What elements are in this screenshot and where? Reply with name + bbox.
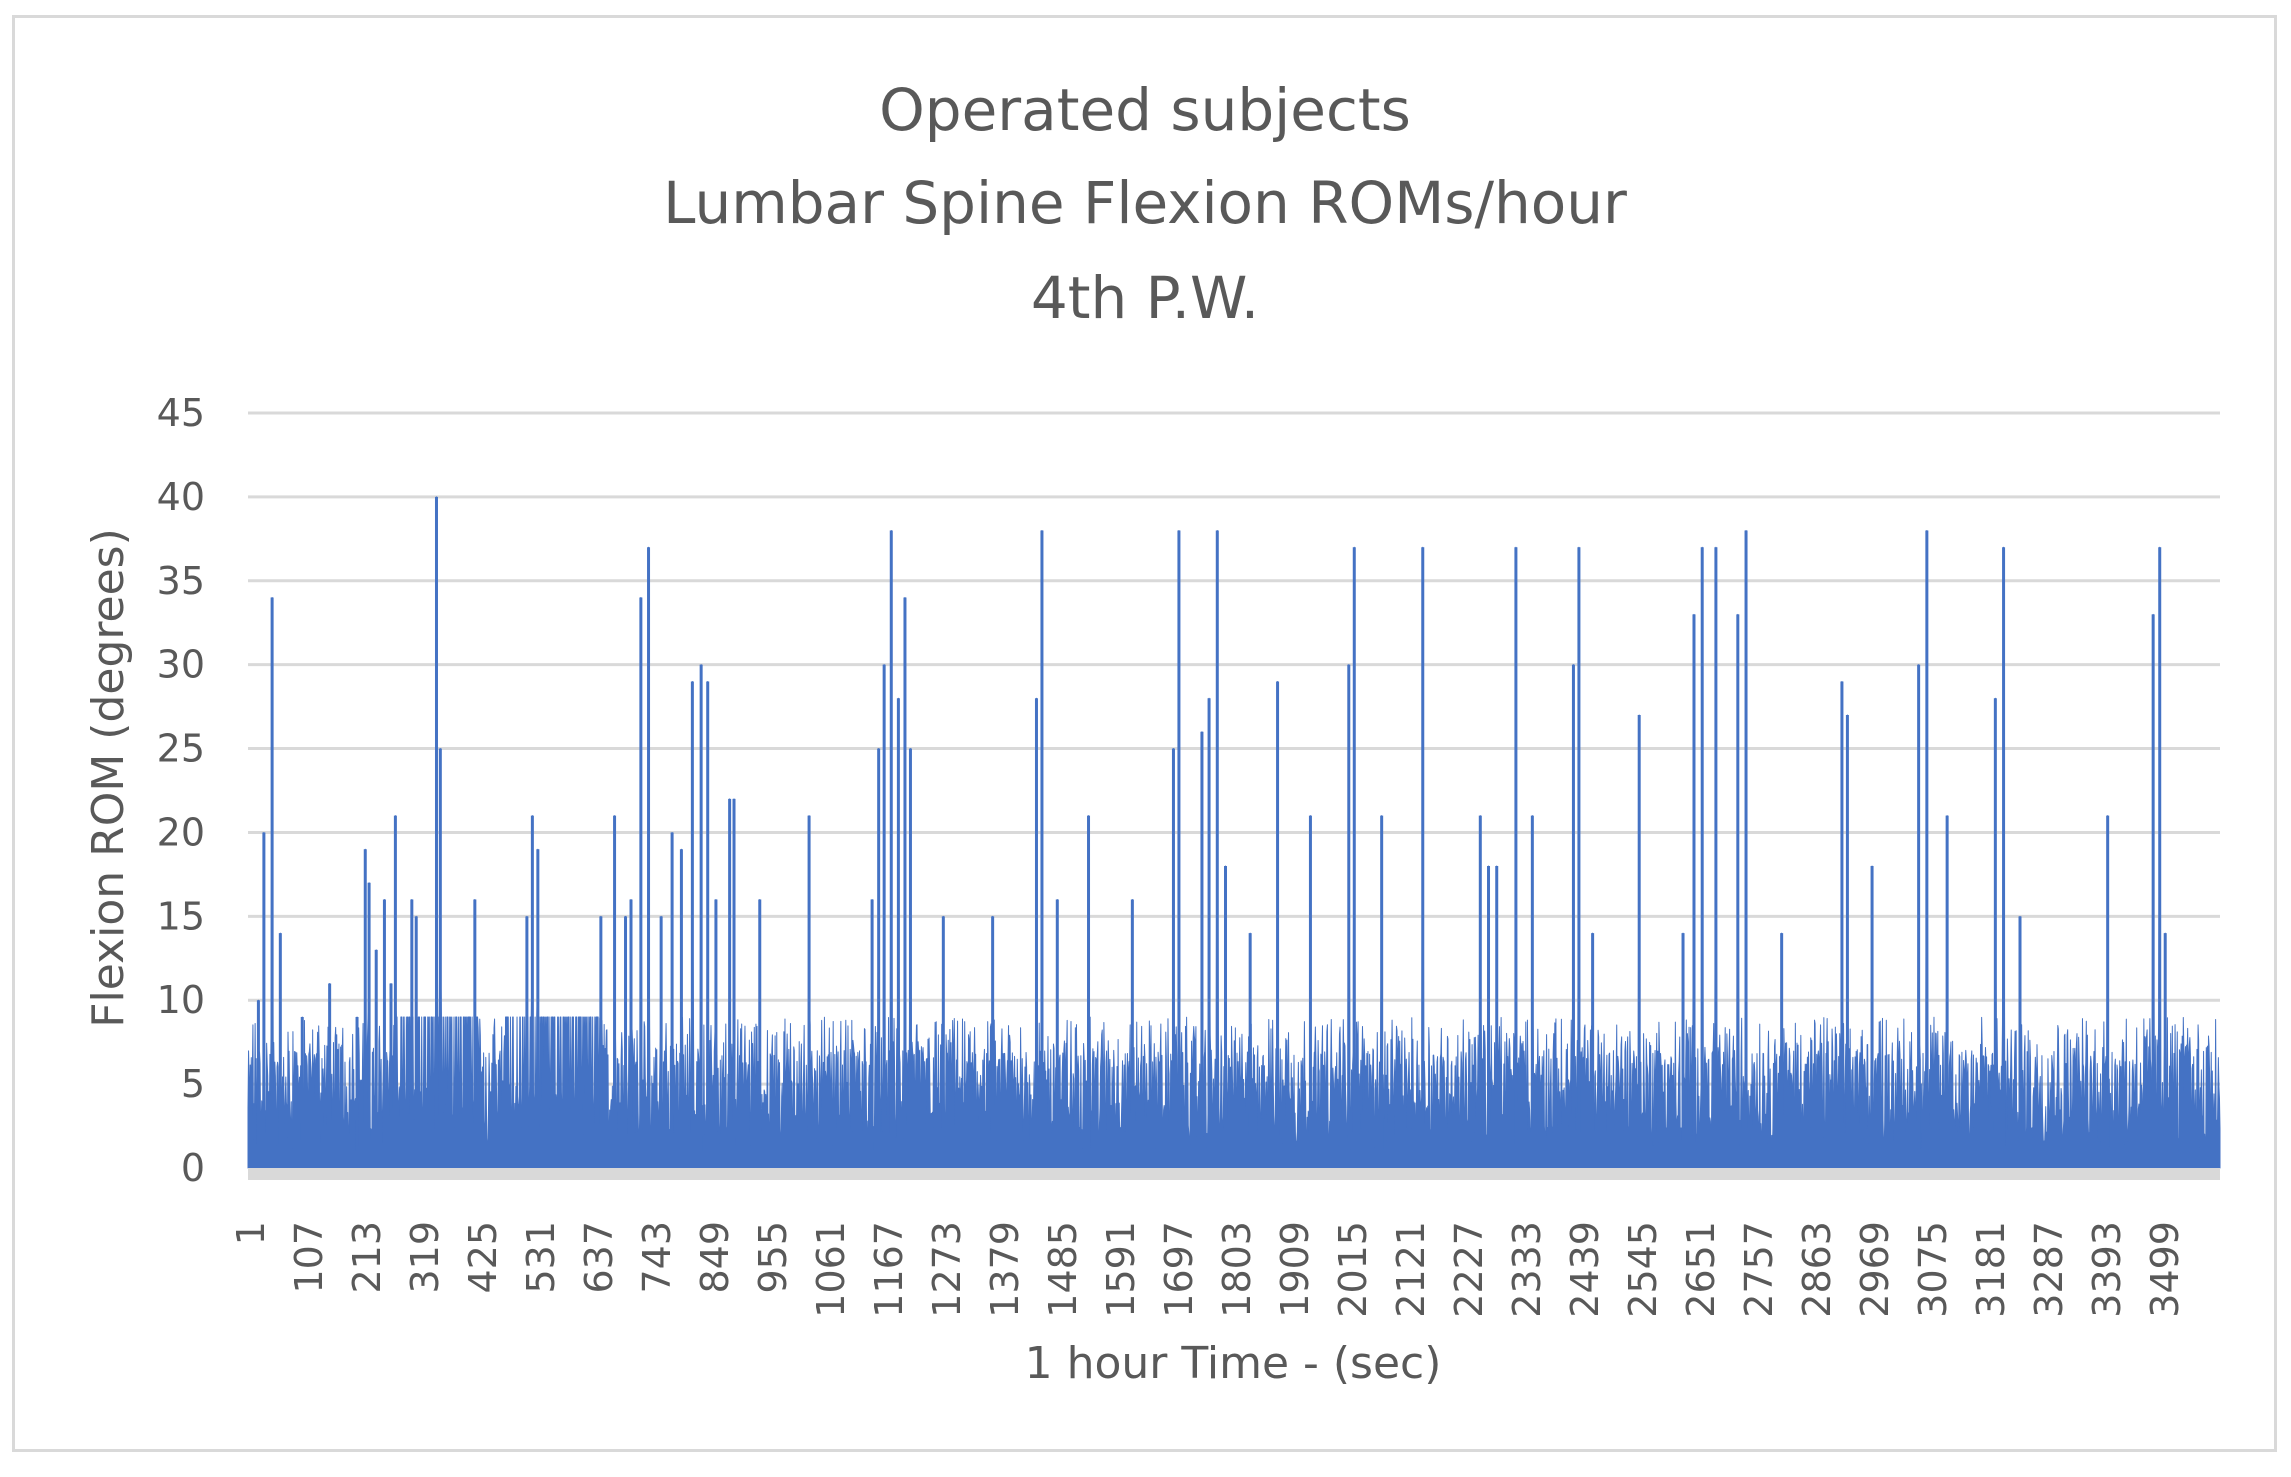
x-tick-label: 2651	[1679, 1221, 1723, 1318]
x-tick-label: 1167	[867, 1221, 911, 1318]
x-tick-label: 3287	[2027, 1221, 2071, 1318]
x-tick-label: 1379	[983, 1221, 1027, 1318]
y-axis-title: Flexion ROM (degrees)	[83, 528, 134, 1028]
x-tick-label: 107	[287, 1221, 331, 1294]
x-tick-label: 2545	[1621, 1221, 1665, 1318]
x-axis-band	[248, 1168, 2220, 1180]
x-tick-label: 3181	[1969, 1221, 2013, 1318]
y-tick-label: 25	[157, 727, 205, 771]
x-tick-label: 2757	[1737, 1221, 1781, 1318]
x-tick-label: 425	[461, 1221, 505, 1294]
y-tick-label: 30	[157, 643, 205, 687]
area-series	[247, 496, 2221, 1169]
y-tick-label: 5	[181, 1062, 205, 1106]
x-tick-label: 3075	[1911, 1221, 1955, 1318]
x-tick-label: 637	[577, 1221, 621, 1294]
x-axis-title: 1 hour Time - (sec)	[1025, 1338, 1442, 1389]
x-tick-label: 955	[751, 1221, 795, 1294]
x-tick-label: 1591	[1099, 1221, 1143, 1318]
y-tick-label: 40	[157, 475, 205, 519]
chart-frame: Operated subjects Lumbar Spine Flexion RO…	[12, 15, 2277, 1452]
x-tick-label: 1485	[1041, 1221, 1085, 1318]
x-tick-label: 2121	[1389, 1221, 1433, 1318]
y-tick-label: 10	[157, 978, 205, 1022]
x-tick-label: 743	[635, 1221, 679, 1294]
y-tick-label: 35	[157, 559, 205, 603]
x-tick-label: 2333	[1505, 1221, 1549, 1318]
y-tick-label: 20	[157, 810, 205, 854]
x-axis-line	[248, 1168, 2220, 1180]
x-tick-label: 319	[403, 1221, 447, 1294]
series-flexion-rom	[247, 496, 2221, 1169]
x-tick-label: 1909	[1273, 1221, 1317, 1318]
x-tick-label: 2015	[1331, 1221, 1375, 1318]
x-tick-label: 3499	[2143, 1221, 2187, 1318]
x-axis-ticks: 1 107 213 319 425 531 637 743 849 955 1061 1167 1273…	[229, 1221, 2187, 1318]
gridlines	[248, 411, 2220, 1086]
chart-svg: Operated subjects Lumbar Spine Flexion RO…	[83, 76, 2221, 1389]
x-tick-label: 1061	[809, 1221, 853, 1318]
y-tick-label: 0	[181, 1146, 205, 1190]
y-tick-label: 45	[157, 391, 205, 435]
x-tick-label: 531	[519, 1221, 563, 1294]
x-tick-label: 2227	[1447, 1221, 1491, 1318]
x-tick-label: 2969	[1853, 1221, 1897, 1318]
y-tick-label: 15	[157, 894, 205, 938]
chart-title: Operated subjects Lumbar Spine Flexion RO…	[663, 76, 1627, 332]
x-tick-label: 1697	[1157, 1221, 1201, 1318]
title-line-3: 4th P.W.	[1031, 264, 1259, 332]
title-line-1: Operated subjects	[879, 76, 1411, 144]
x-tick-label: 1273	[925, 1221, 969, 1318]
y-axis-ticks: 0 5 10 15 20 25 30 35 40 45	[157, 391, 205, 1190]
title-line-2: Lumbar Spine Flexion ROMs/hour	[663, 169, 1627, 237]
x-tick-label: 1803	[1215, 1221, 1259, 1318]
x-tick-label: 213	[345, 1221, 389, 1294]
x-tick-label: 2439	[1563, 1221, 1607, 1318]
x-tick-label: 3393	[2085, 1221, 2129, 1318]
x-tick-label: 1	[229, 1221, 273, 1245]
x-tick-label: 2863	[1795, 1221, 1839, 1318]
x-tick-label: 849	[693, 1221, 737, 1294]
